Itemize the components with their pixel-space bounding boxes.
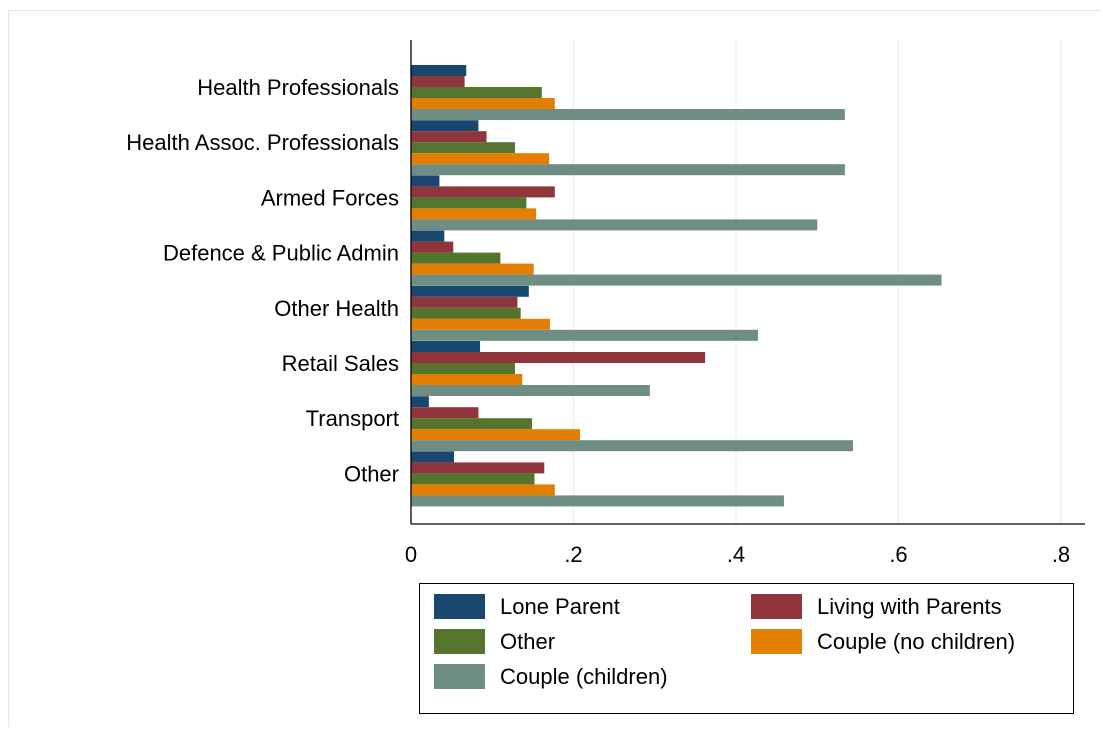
legend-swatch bbox=[751, 594, 802, 619]
bar bbox=[411, 396, 429, 408]
legend-box bbox=[419, 583, 1074, 714]
category-label: Retail Sales bbox=[282, 351, 399, 376]
bar bbox=[411, 285, 529, 297]
bar bbox=[411, 98, 555, 109]
bar bbox=[411, 208, 537, 220]
x-tick-label: .8 bbox=[1052, 542, 1070, 567]
category-label: Health Assoc. Professionals bbox=[126, 130, 399, 155]
bar bbox=[411, 429, 580, 441]
bar bbox=[411, 131, 487, 143]
bar bbox=[411, 307, 521, 319]
legend-swatch bbox=[434, 594, 485, 619]
bar bbox=[411, 363, 515, 374]
bar bbox=[411, 65, 467, 76]
plot-region bbox=[8, 10, 1101, 727]
bar bbox=[411, 329, 758, 341]
bar bbox=[411, 440, 853, 452]
bar bbox=[411, 352, 706, 363]
x-tick-label: .2 bbox=[564, 542, 582, 567]
legend-items: Lone Parent Living with Parents Other Coupl… bbox=[434, 594, 1015, 689]
bar bbox=[411, 484, 555, 496]
x-tick-label: .6 bbox=[889, 542, 907, 567]
legend-swatch bbox=[751, 629, 802, 654]
bar bbox=[411, 241, 454, 253]
x-tick-label: .4 bbox=[727, 542, 745, 567]
y-axis-labels: Health Professionals Health Assoc. Profes… bbox=[126, 75, 399, 486]
legend-swatch bbox=[434, 664, 485, 689]
bar bbox=[411, 473, 535, 485]
bar bbox=[411, 120, 479, 132]
legend: Lone Parent Living with Parents Other Coupl… bbox=[419, 583, 1074, 714]
bar bbox=[411, 462, 545, 474]
bar bbox=[411, 175, 440, 187]
bar bbox=[411, 142, 515, 154]
bar bbox=[411, 186, 555, 198]
bar bbox=[411, 164, 845, 176]
bar bbox=[411, 385, 650, 396]
legend-swatch bbox=[434, 629, 485, 654]
bar bbox=[411, 197, 527, 209]
category-label: Transport bbox=[306, 406, 399, 431]
bar bbox=[411, 263, 534, 275]
category-label: Armed Forces bbox=[261, 185, 399, 210]
bar bbox=[411, 341, 481, 352]
x-axis-labels: 0 .2 .4 .6 .8 bbox=[405, 542, 1070, 567]
bar bbox=[411, 230, 445, 242]
legend-label: Living with Parents bbox=[817, 594, 1002, 619]
legend-label: Couple (no children) bbox=[817, 629, 1015, 654]
bar bbox=[411, 495, 784, 507]
legend-label: Couple (children) bbox=[500, 664, 668, 689]
category-label: Other Health bbox=[274, 296, 399, 321]
bar bbox=[411, 153, 550, 165]
bar bbox=[411, 87, 542, 98]
bar bbox=[411, 274, 942, 286]
bar bbox=[411, 374, 523, 385]
bar bbox=[411, 418, 533, 430]
bar bbox=[411, 76, 465, 87]
bar bbox=[411, 407, 479, 419]
bar bbox=[411, 109, 845, 120]
legend-label: Lone Parent bbox=[500, 594, 620, 619]
bar bbox=[411, 296, 518, 308]
legend-label: Other bbox=[500, 629, 555, 654]
bar bbox=[411, 318, 550, 330]
bar bbox=[411, 219, 818, 231]
category-label: Other bbox=[344, 461, 399, 486]
x-tick-label: 0 bbox=[405, 542, 417, 567]
category-label: Defence & Public Admin bbox=[163, 241, 399, 266]
category-label: Health Professionals bbox=[197, 75, 399, 100]
bar bbox=[411, 252, 501, 264]
bars bbox=[411, 65, 942, 507]
bar bbox=[411, 451, 455, 463]
